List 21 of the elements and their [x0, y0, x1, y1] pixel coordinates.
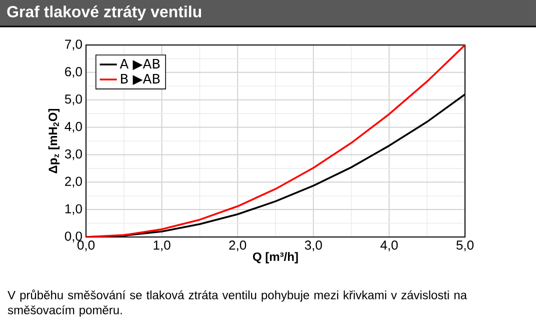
y-tick-label: 1,0 — [65, 204, 82, 215]
y-tick-label: 5,0 — [64, 94, 82, 106]
y-tick-label: 0,0 — [64, 232, 82, 242]
y-axis-title: Δp$_{z}$ [mH$_{2}$O] — [48, 108, 60, 174]
y-tick-label: 4,0 — [64, 122, 82, 133]
y-tick-label: 3,0 — [64, 149, 82, 160]
y-tick-label: 2,0 — [65, 176, 82, 188]
x-tick-label: 0,0 — [77, 240, 95, 252]
y-tick-label: 6,0 — [65, 67, 82, 78]
text: V průběhu směšování se tlaková ztráta ventilu pohybuje mezi křivkami v závislosti na směšovacím poměru. — [8, 290, 467, 317]
x-tick-label: 3,0 — [304, 240, 322, 252]
x-tick-label: 4,0 — [380, 240, 398, 252]
legend-label: A ▶AB — [120, 59, 160, 70]
x-tick-label: 5,0 — [456, 240, 474, 252]
y-tick-label: 7,0 — [65, 40, 82, 50]
x-axis-title: Q [m³/h] — [252, 252, 298, 264]
x-tick-label: 1,0 — [154, 240, 170, 252]
chart-title: Graf tlakové ztráty ventilu — [7, 5, 202, 21]
x-tick-label: 2,0 — [229, 240, 246, 252]
legend-label: B ▶AB — [121, 74, 160, 86]
line-series — [86, 45, 465, 237]
